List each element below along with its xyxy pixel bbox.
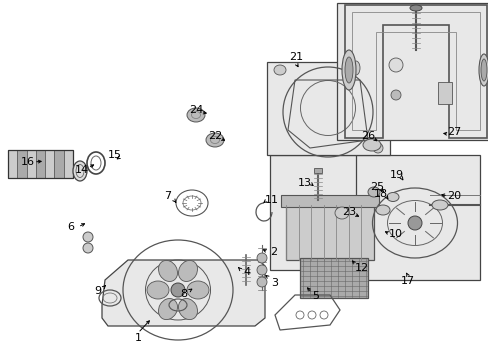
- Text: 21: 21: [288, 52, 303, 62]
- Text: 10: 10: [388, 229, 402, 239]
- Text: 27: 27: [446, 127, 460, 137]
- Circle shape: [257, 253, 266, 263]
- Text: 25: 25: [369, 182, 383, 192]
- Ellipse shape: [334, 207, 348, 219]
- Bar: [285, 205, 373, 260]
- Text: 13: 13: [297, 178, 311, 188]
- Bar: [313, 168, 321, 173]
- Bar: [8, 150, 73, 178]
- Circle shape: [257, 265, 266, 275]
- Text: 17: 17: [400, 276, 414, 286]
- Bar: [437, 82, 451, 104]
- Polygon shape: [45, 150, 54, 178]
- Ellipse shape: [409, 5, 421, 11]
- Polygon shape: [266, 62, 389, 155]
- Text: 12: 12: [354, 263, 368, 273]
- Circle shape: [171, 283, 184, 297]
- Text: 4: 4: [243, 267, 250, 277]
- Text: 11: 11: [264, 195, 279, 205]
- Ellipse shape: [372, 143, 382, 153]
- Ellipse shape: [367, 187, 379, 197]
- Text: 26: 26: [360, 131, 374, 141]
- Ellipse shape: [178, 298, 197, 320]
- Ellipse shape: [351, 61, 359, 75]
- Ellipse shape: [158, 298, 177, 320]
- Text: 3: 3: [271, 278, 278, 288]
- Circle shape: [390, 90, 400, 100]
- Ellipse shape: [186, 281, 208, 299]
- Ellipse shape: [273, 65, 285, 75]
- Text: 18: 18: [373, 189, 387, 199]
- Bar: [299, 258, 367, 298]
- Text: 24: 24: [188, 105, 203, 115]
- Text: 20: 20: [446, 191, 460, 201]
- Ellipse shape: [480, 59, 486, 81]
- Polygon shape: [355, 155, 479, 280]
- Text: 14: 14: [75, 165, 89, 175]
- Ellipse shape: [147, 281, 169, 299]
- Text: 16: 16: [21, 157, 35, 167]
- Polygon shape: [336, 3, 488, 140]
- Ellipse shape: [158, 260, 177, 282]
- Ellipse shape: [345, 57, 352, 83]
- Circle shape: [388, 58, 402, 72]
- Text: 5: 5: [312, 291, 319, 301]
- Ellipse shape: [386, 193, 398, 202]
- Text: 1: 1: [134, 333, 141, 343]
- Ellipse shape: [478, 54, 488, 86]
- Polygon shape: [17, 150, 26, 178]
- Polygon shape: [269, 155, 389, 270]
- Bar: [281, 195, 378, 207]
- Text: 7: 7: [164, 191, 171, 201]
- Polygon shape: [54, 150, 63, 178]
- Ellipse shape: [362, 139, 380, 151]
- Ellipse shape: [186, 108, 204, 122]
- Text: 22: 22: [207, 131, 222, 141]
- Polygon shape: [63, 150, 73, 178]
- Text: 19: 19: [389, 170, 403, 180]
- Ellipse shape: [205, 133, 224, 147]
- Polygon shape: [36, 150, 45, 178]
- Circle shape: [83, 243, 93, 253]
- Ellipse shape: [73, 161, 87, 181]
- Text: 9: 9: [94, 286, 102, 296]
- Ellipse shape: [375, 205, 389, 215]
- Text: 6: 6: [67, 222, 74, 232]
- Circle shape: [257, 277, 266, 287]
- Text: 8: 8: [180, 289, 187, 299]
- Ellipse shape: [341, 50, 355, 90]
- Circle shape: [407, 216, 421, 230]
- Ellipse shape: [178, 260, 197, 282]
- Text: 23: 23: [341, 207, 355, 217]
- Text: 15: 15: [108, 150, 122, 160]
- Polygon shape: [102, 260, 264, 326]
- Polygon shape: [8, 150, 17, 178]
- Ellipse shape: [431, 200, 447, 210]
- Text: 2: 2: [270, 247, 277, 257]
- Polygon shape: [26, 150, 36, 178]
- Circle shape: [83, 232, 93, 242]
